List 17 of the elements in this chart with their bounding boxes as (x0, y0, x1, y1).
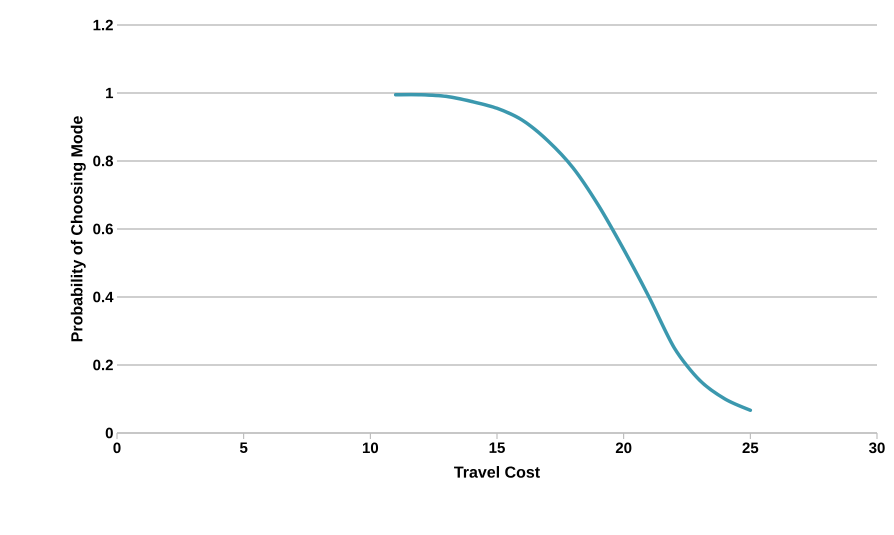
y-tick-label: 1.2 (94, 20, 113, 30)
line-series (394, 92, 752, 412)
y-tick-label: 0.4 (93, 292, 114, 302)
x-axis-title: Travel Cost (454, 466, 540, 478)
x-tick-label: 25 (742, 442, 758, 454)
y-tick-label: 0.2 (93, 360, 113, 370)
y-axis-title: Probability of Choosing Mode (70, 116, 86, 342)
x-tick-label: 15 (490, 442, 505, 453)
y-tick-label: 0.8 (93, 156, 114, 166)
x-tick-label: 5 (240, 442, 248, 453)
y-tick-label: 1 (106, 88, 114, 98)
x-tick-label: 20 (616, 442, 632, 454)
x-tick-label: 10 (362, 442, 378, 454)
x-tick-label: 0 (113, 442, 121, 454)
y-tick-label: 0.6 (93, 224, 113, 234)
x-tick-label: 30 (869, 442, 885, 454)
y-tick-label: 0 (106, 428, 113, 438)
